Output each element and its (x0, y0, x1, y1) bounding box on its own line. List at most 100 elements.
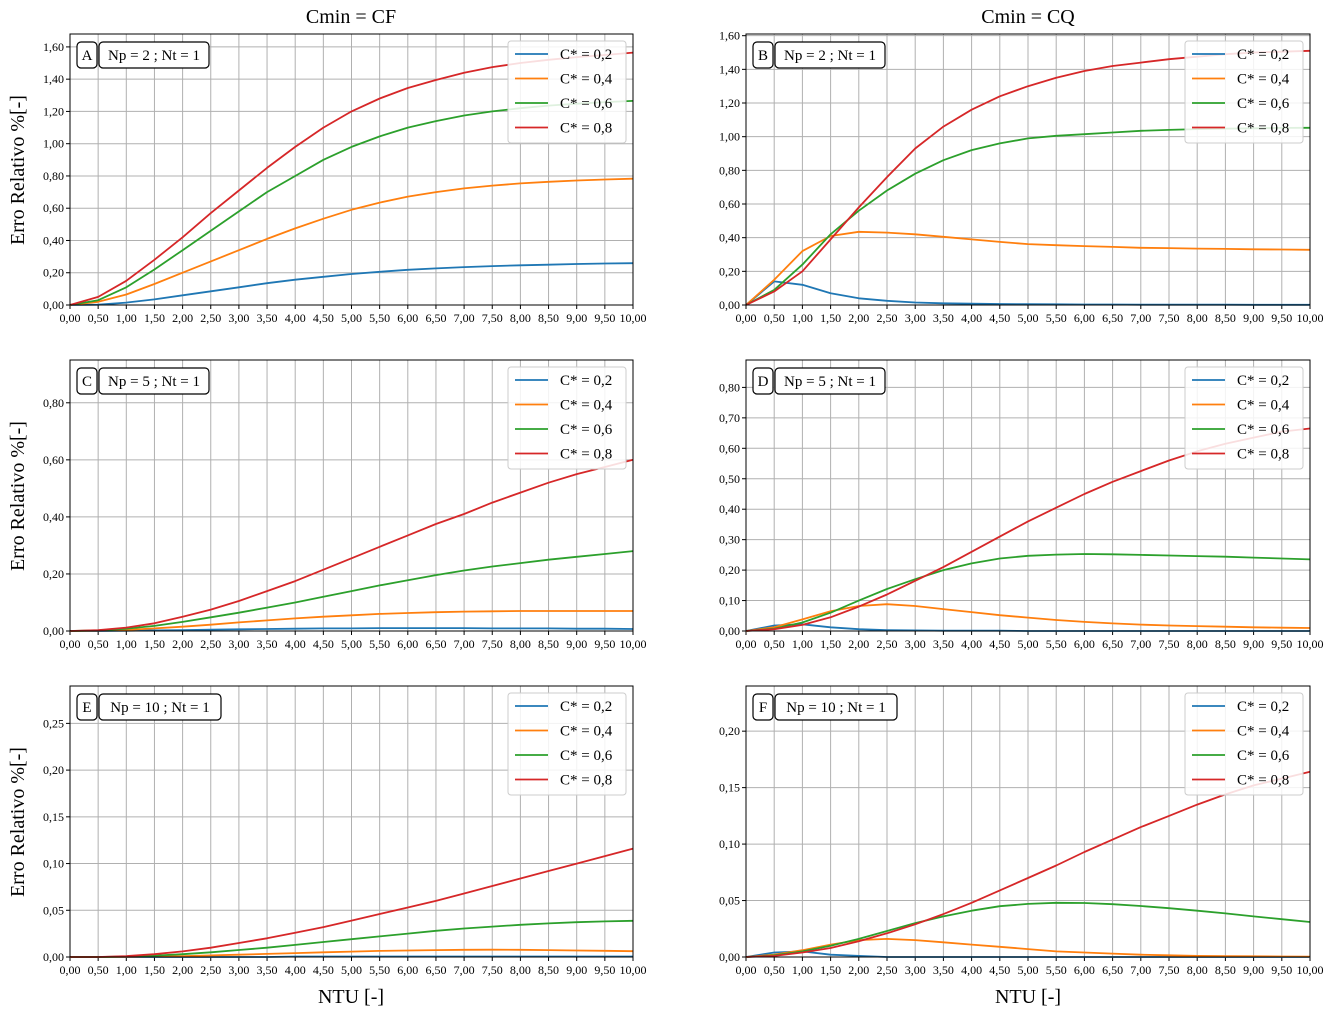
legend-entry: C* = 0,4 (1237, 724, 1290, 740)
x-tick-label: 8,50 (1215, 311, 1236, 325)
x-tick-label: 10,00 (620, 637, 647, 651)
x-tick-label: 4,00 (285, 963, 306, 977)
x-tick-label: 3,00 (905, 311, 926, 325)
legend-box (507, 366, 627, 470)
x-tick-label: 1,50 (820, 963, 841, 977)
x-tick-label: 6,00 (397, 963, 418, 977)
series-line (745, 770, 1311, 958)
legend-box (1184, 366, 1304, 470)
legend-entry: C* = 0,6 (560, 422, 613, 438)
series-line (69, 262, 634, 306)
panel-annotation: Np = 5 ; Nt = 1 (108, 374, 200, 390)
x-tick-label: 2,50 (200, 963, 221, 977)
x-tick-label: 2,00 (172, 311, 193, 325)
x-tick-label: 10,00 (620, 963, 647, 977)
x-tick-label: 3,00 (228, 311, 249, 325)
y-tick-label: 0,60 (43, 201, 64, 215)
x-tick-label: 7,00 (1130, 963, 1151, 977)
legend-entry: C* = 0,8 (560, 447, 612, 463)
x-tick-label: 4,50 (313, 637, 334, 651)
y-tick-label: 0,60 (43, 453, 64, 467)
legend-entry: C* = 0,6 (1237, 748, 1290, 764)
x-tick-label: 0,50 (764, 637, 785, 651)
x-tick-label: 5,50 (1046, 963, 1067, 977)
x-tick-label: 1,00 (792, 311, 813, 325)
x-tick-label: 7,50 (1159, 637, 1180, 651)
y-tick-label: 0,00 (719, 624, 740, 638)
legend-entry: C* = 0,2 (1237, 47, 1289, 63)
y-tick-label: 0,80 (43, 396, 64, 410)
x-tick-label: 9,00 (566, 311, 587, 325)
y-tick-label: 0,00 (43, 624, 64, 638)
x-tick-label: 5,00 (341, 963, 362, 977)
legend-entry: C* = 0,6 (1237, 96, 1290, 112)
legend-entry: C* = 0,8 (560, 121, 612, 137)
chart-panel-b: 0,00 0,50 1,00 1,50 2,00 2,50 3,00 3,50 4,00 4,50… (719, 29, 1324, 325)
x-tick-label: 0,00 (736, 311, 757, 325)
x-tick-label: 9,00 (1243, 311, 1264, 325)
legend-entry: C* = 0,2 (560, 699, 612, 715)
x-tick-label: 7,50 (1159, 311, 1180, 325)
x-tick-label: 5,50 (369, 637, 390, 651)
chart-panel-f: 0,00 0,50 1,00 1,50 2,00 2,50 3,00 3,50 4,00 4,50… (719, 685, 1324, 977)
y-tick-label: 1,00 (43, 137, 64, 151)
annotation-box (774, 693, 898, 721)
legend-box (507, 692, 627, 796)
legend-entry: C* = 0,4 (560, 724, 613, 740)
y-tick-label: 1,60 (43, 40, 64, 54)
x-tick-label: 7,00 (454, 311, 475, 325)
x-tick-label: 8,00 (1187, 311, 1208, 325)
x-tick-label: 5,50 (369, 963, 390, 977)
x-tick-label: 6,00 (397, 311, 418, 325)
x-tick-label: 9,00 (566, 963, 587, 977)
x-tick-label: 4,50 (313, 311, 334, 325)
x-tick-label: 6,50 (1102, 963, 1123, 977)
panel-letter-box (752, 693, 774, 721)
y-axis-label-row2: Erro Relativo %[-] (7, 421, 29, 571)
x-axis-label-right: NTU [-] (995, 986, 1061, 1008)
legend-box (1184, 692, 1304, 796)
panel-letter: F (759, 700, 767, 716)
x-tick-label: 9,00 (1243, 637, 1264, 651)
x-tick-label: 0,00 (60, 311, 81, 325)
panel-letter: E (82, 700, 91, 716)
x-tick-label: 5,00 (1018, 637, 1039, 651)
column-title-right: Cmin = CQ (981, 6, 1075, 28)
x-tick-label: 5,00 (1018, 963, 1039, 977)
legend-entry: C* = 0,6 (1237, 422, 1290, 438)
y-tick-label: 0,00 (43, 950, 64, 964)
y-tick-label: 0,60 (719, 441, 740, 455)
x-tick-label: 9,50 (1271, 311, 1292, 325)
legend-entry: C* = 0,8 (560, 773, 612, 789)
x-tick-label: 0,50 (88, 963, 109, 977)
legend-entry: C* = 0,8 (1237, 447, 1289, 463)
x-tick-label: 0,00 (60, 637, 81, 651)
x-tick-label: 0,50 (764, 963, 785, 977)
legend-entry: C* = 0,6 (560, 96, 613, 112)
panel-annotation: Np = 2 ; Nt = 1 (784, 48, 876, 64)
legend-entry: C* = 0,4 (1237, 72, 1290, 88)
column-title-left: Cmin = CF (306, 6, 396, 28)
plot-frame (69, 33, 634, 306)
y-tick-label: 0,30 (719, 533, 740, 547)
y-tick-label: 0,00 (43, 298, 64, 312)
plot-frame (745, 685, 1311, 958)
x-tick-label: 6,50 (425, 963, 446, 977)
series-line (70, 948, 634, 958)
x-tick-label: 3,50 (933, 311, 954, 325)
x-tick-label: 3,00 (228, 637, 249, 651)
x-tick-label: 3,50 (257, 311, 278, 325)
y-tick-label: 0,80 (43, 169, 64, 183)
x-tick-label: 9,50 (1271, 963, 1292, 977)
annotation-box (774, 367, 886, 395)
x-tick-label: 1,00 (116, 963, 137, 977)
x-tick-label: 0,50 (764, 311, 785, 325)
y-tick-label: 1,00 (719, 130, 740, 144)
x-tick-label: 0,00 (736, 963, 757, 977)
legend-entry: C* = 0,4 (1237, 398, 1290, 414)
y-tick-label: 0,20 (719, 563, 740, 577)
x-tick-label: 9,50 (594, 637, 615, 651)
y-tick-label: 0,15 (43, 810, 64, 824)
x-tick-label: 9,50 (1271, 637, 1292, 651)
annotation-box (98, 41, 210, 69)
